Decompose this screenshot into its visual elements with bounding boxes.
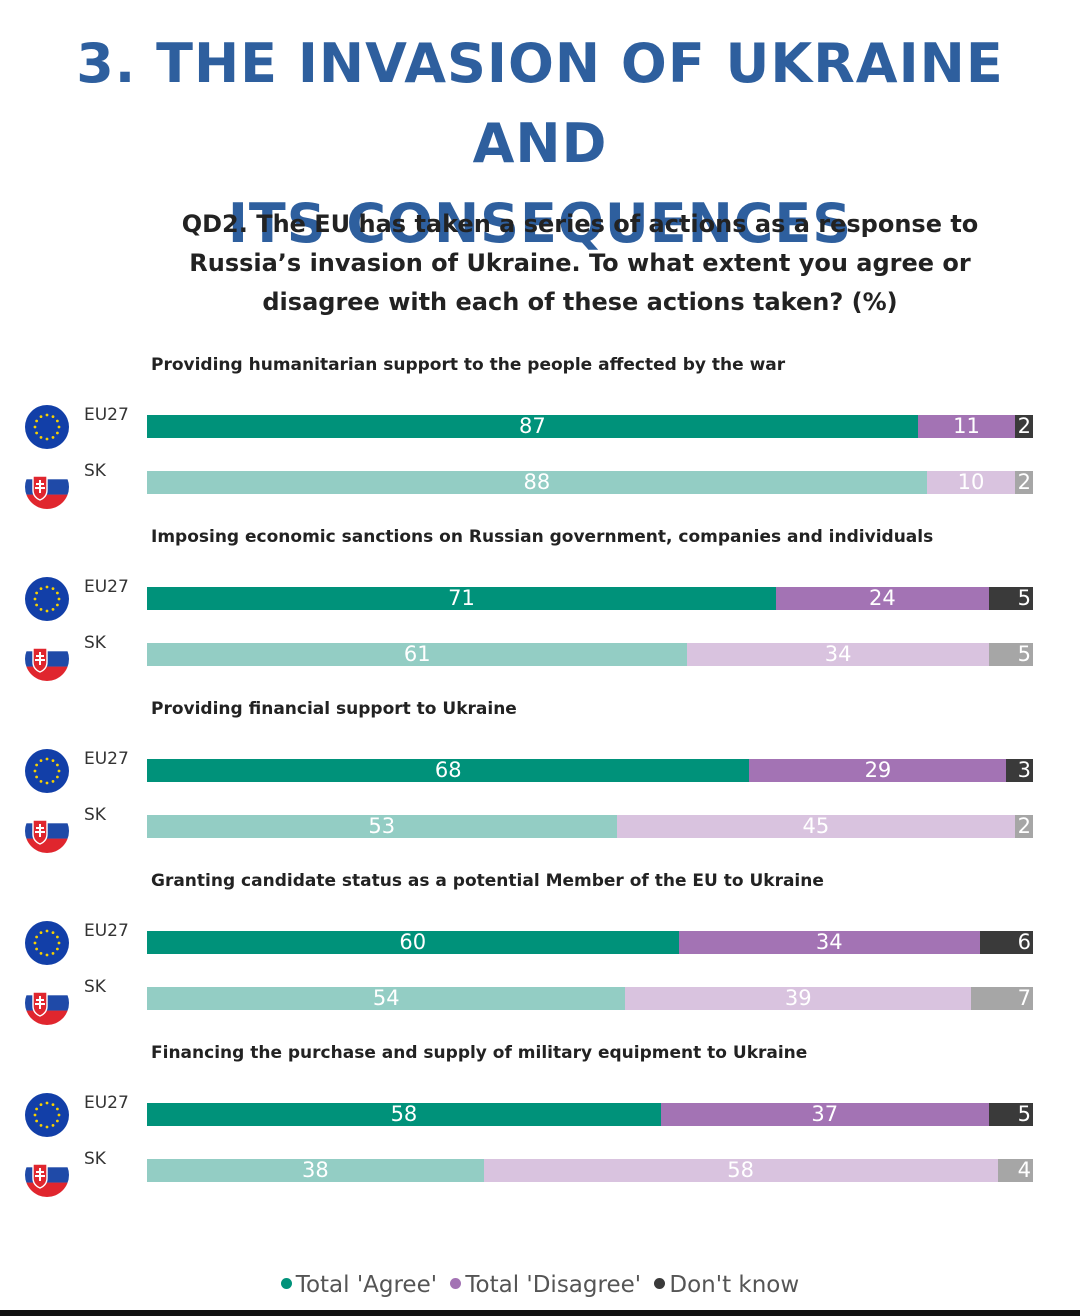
bottom-border bbox=[0, 1310, 1080, 1316]
bar-1-eu27: 87 11 2 bbox=[147, 415, 1033, 438]
eu-flag-icon bbox=[25, 749, 69, 793]
page-title: 3. THE INVASION OF UKRAINE AND ITS CONSE… bbox=[0, 24, 1080, 264]
bar-segment-disagree: 11 bbox=[917, 415, 1016, 438]
legend-dot-disagree bbox=[450, 1278, 462, 1289]
slovakia-flag-icon bbox=[25, 465, 69, 509]
bar-segment-agree: 87 bbox=[147, 415, 918, 438]
question-line-1: QD2. The EU has taken a series of action… bbox=[181, 210, 979, 238]
item-label-4: Granting candidate status as a potential… bbox=[151, 871, 824, 891]
bar-segment-agree: 54 bbox=[147, 987, 626, 1010]
legend-dot-agree bbox=[280, 1278, 292, 1289]
bar-segment-dontknow: 5 bbox=[988, 1103, 1033, 1126]
bar-segment-dontknow: 2 bbox=[1015, 815, 1033, 838]
bar-segment-dontknow: 5 bbox=[988, 643, 1033, 666]
bar-segment-disagree: 39 bbox=[625, 987, 971, 1010]
bar-segment-disagree: 34 bbox=[687, 643, 989, 666]
eu-flag-icon bbox=[25, 921, 69, 965]
bar-4-sk: 54 39 7 bbox=[147, 987, 1033, 1010]
item-label-3: Providing financial support to Ukraine bbox=[151, 699, 517, 719]
slovakia-flag-icon bbox=[25, 809, 69, 853]
row-label-sk: SK bbox=[84, 805, 106, 825]
legend-item-agree: Total 'Agree' bbox=[280, 1270, 438, 1300]
bar-segment-disagree: 10 bbox=[926, 471, 1016, 494]
row-label-eu27: EU27 bbox=[84, 405, 129, 425]
bar-4-eu27: 60 34 6 bbox=[147, 931, 1033, 954]
slovakia-flag-icon bbox=[25, 981, 69, 1025]
row-label-eu27: EU27 bbox=[84, 921, 129, 941]
bar-3-eu27: 68 29 3 bbox=[147, 759, 1033, 782]
page-title-line-1: 3. THE INVASION OF UKRAINE AND bbox=[76, 32, 1004, 175]
legend-label-disagree: Total 'Disagree' bbox=[465, 1272, 642, 1298]
legend-item-dontknow: Don't know bbox=[654, 1270, 799, 1300]
bar-segment-dontknow: 6 bbox=[979, 931, 1033, 954]
bar-segment-disagree: 45 bbox=[616, 815, 1016, 838]
slovakia-flag-icon bbox=[25, 1153, 69, 1197]
bar-segment-agree: 68 bbox=[147, 759, 750, 782]
bar-segment-agree: 38 bbox=[147, 1159, 484, 1182]
bar-segment-dontknow: 3 bbox=[1006, 759, 1033, 782]
legend-dot-dontknow bbox=[654, 1278, 666, 1289]
slovakia-flag-icon bbox=[25, 637, 69, 681]
row-label-eu27: EU27 bbox=[84, 577, 129, 597]
bar-segment-disagree: 34 bbox=[678, 931, 980, 954]
bar-3-sk: 53 45 2 bbox=[147, 815, 1033, 838]
row-label-eu27: EU27 bbox=[84, 749, 129, 769]
bar-segment-disagree: 24 bbox=[776, 587, 989, 610]
eu-flag-icon bbox=[25, 405, 69, 449]
bar-5-sk: 38 58 4 bbox=[147, 1159, 1033, 1182]
row-label-sk: SK bbox=[84, 461, 106, 481]
row-label-sk: SK bbox=[84, 633, 106, 653]
question-line-3: disagree with each of these actions take… bbox=[262, 288, 898, 316]
bar-2-eu27: 71 24 5 bbox=[147, 587, 1033, 610]
bar-segment-dontknow: 5 bbox=[988, 587, 1033, 610]
bar-segment-agree: 53 bbox=[147, 815, 617, 838]
question-text: QD2. The EU has taken a series of action… bbox=[130, 205, 1030, 322]
row-label-eu27: EU27 bbox=[84, 1093, 129, 1113]
bar-segment-dontknow: 7 bbox=[970, 987, 1033, 1010]
eu-flag-icon bbox=[25, 577, 69, 621]
bar-segment-dontknow: 2 bbox=[1015, 471, 1033, 494]
row-label-sk: SK bbox=[84, 977, 106, 997]
bar-segment-disagree: 58 bbox=[483, 1159, 998, 1182]
bar-segment-agree: 61 bbox=[147, 643, 688, 666]
bar-segment-dontknow: 2 bbox=[1015, 415, 1033, 438]
page-title-line-2: ITS CONSEQUENCES bbox=[227, 192, 853, 255]
legend-item-disagree: Total 'Disagree' bbox=[450, 1270, 641, 1300]
legend-label-agree: Total 'Agree' bbox=[295, 1272, 438, 1298]
row-label-sk: SK bbox=[84, 1149, 106, 1169]
item-label-1: Providing humanitarian support to the pe… bbox=[151, 355, 786, 375]
legend-label-dontknow: Don't know bbox=[669, 1272, 800, 1298]
bar-segment-agree: 58 bbox=[147, 1103, 661, 1126]
chart-legend: Total 'Agree' Total 'Disagree' Don't kno… bbox=[0, 1270, 1080, 1300]
item-label-5: Financing the purchase and supply of mil… bbox=[151, 1043, 808, 1063]
bar-2-sk: 61 34 5 bbox=[147, 643, 1033, 666]
bar-segment-dontknow: 4 bbox=[997, 1159, 1033, 1182]
bar-segment-agree: 71 bbox=[147, 587, 777, 610]
bar-1-sk: 88 10 2 bbox=[147, 471, 1033, 494]
bar-segment-disagree: 29 bbox=[749, 759, 1007, 782]
question-line-2: Russia’s invasion of Ukraine. To what ex… bbox=[189, 249, 971, 277]
bar-segment-agree: 60 bbox=[147, 931, 679, 954]
bar-5-eu27: 58 37 5 bbox=[147, 1103, 1033, 1126]
item-label-2: Imposing economic sanctions on Russian g… bbox=[151, 527, 934, 547]
eu-flag-icon bbox=[25, 1093, 69, 1137]
bar-segment-disagree: 37 bbox=[660, 1103, 989, 1126]
bar-segment-agree: 88 bbox=[147, 471, 927, 494]
